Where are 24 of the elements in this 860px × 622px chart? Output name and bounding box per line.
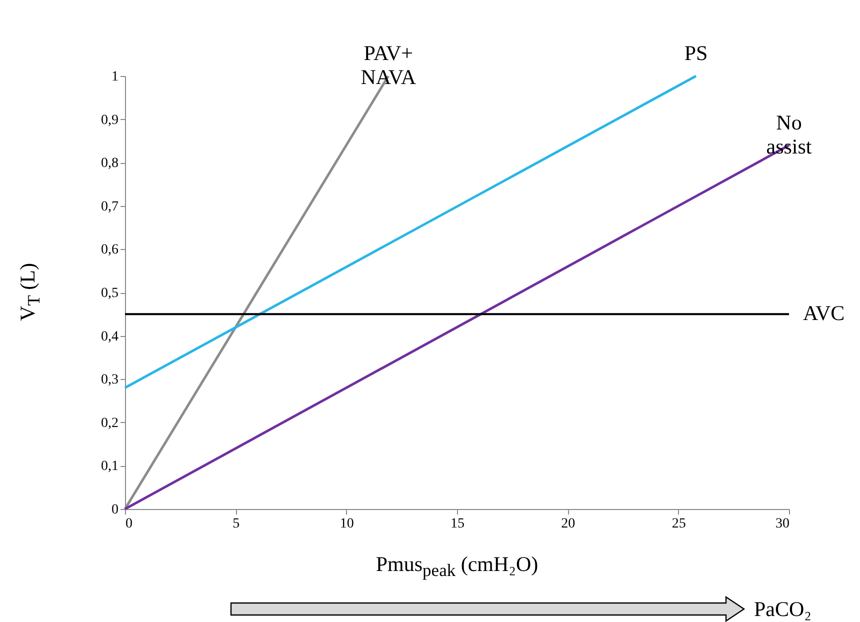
y-tick-label: 0,1 xyxy=(101,459,118,474)
y-tick-label: 0,3 xyxy=(101,372,118,388)
y-tick-label: 0,4 xyxy=(101,329,118,344)
y-tick-label: 0,9 xyxy=(101,112,118,128)
y-tick-label: 0,8 xyxy=(101,156,118,172)
x-tick-label: 10 xyxy=(340,516,354,532)
series-label: PAV+ NAVA xyxy=(360,41,417,89)
y-tick-label: 0,2 xyxy=(101,416,118,431)
x-tick-label: 15 xyxy=(450,516,464,532)
x-tick-label: 0 xyxy=(126,516,132,532)
series-label: No assist xyxy=(766,110,812,158)
x-axis-title: Pmus$_{peak}$ (cmH₂O) xyxy=(374,552,540,582)
series-label: PS xyxy=(684,41,708,65)
y-tick-label: 1 xyxy=(112,70,118,84)
y-tick-label: 0 xyxy=(112,502,118,518)
y-tick-label: 0,5 xyxy=(101,286,118,301)
ref-line-label: AVC xyxy=(803,301,845,326)
y-tick-label: 0,7 xyxy=(101,199,118,214)
x-tick-label: 30 xyxy=(776,516,790,532)
x-tick-label: 20 xyxy=(561,516,576,532)
text: PaCO₂ xyxy=(754,596,812,622)
x-tick-label: 5 xyxy=(232,516,240,532)
x-tick-label: 25 xyxy=(672,516,686,532)
y-tick-label: 0,6 xyxy=(101,242,118,258)
